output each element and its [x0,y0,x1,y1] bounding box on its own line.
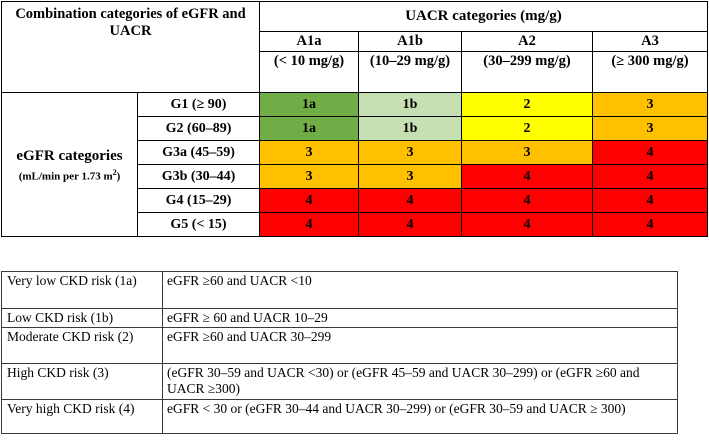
grid-cell: 3 [461,140,593,165]
legend-risk-2: Moderate CKD risk (2) [1,327,163,364]
grid-cell: 4 [358,188,462,213]
legend-definition-3: (eGFR 30–59 and UACR <30) or (eGFR 45–59… [162,363,678,400]
grid-cell: 4 [259,188,359,213]
grid-cell: 3 [358,164,462,189]
grid-cell: 4 [592,212,708,237]
grid-cell: 4 [592,140,708,165]
grid-cell: 1b [358,116,462,141]
grid-cell: 4 [592,188,708,213]
grid-cell: 4 [259,212,359,237]
row-label-g1: G1 (≥ 90) [137,92,260,117]
legend-risk-1b: Low CKD risk (1b) [1,308,163,328]
grid-cell: 4 [461,164,593,189]
grid-cell: 1a [259,116,359,141]
grid-cell: 3 [592,92,708,117]
risk-legend-table: Very low CKD risk (1a) eGFR ≥60 and UACR… [1,271,678,434]
egfr-unit-text: (mL/min per 1.73 m2) [18,167,121,183]
grid-cell: 3 [259,164,359,189]
grid-cell: 4 [461,188,593,213]
row-label-g3a: G3a (45–59) [137,140,260,165]
grid-cell: 3 [592,116,708,141]
grid-cell: 3 [358,140,462,165]
column-code-a2: A2 [461,31,593,52]
row-label-g2: G2 (60–89) [137,116,260,141]
grid-cell: 4 [358,212,462,237]
row-label-g4: G4 (15–29) [137,188,260,213]
egfr-label-text: eGFR categories [16,147,123,164]
grid-cell: 2 [461,92,593,117]
grid-cell: 3 [259,140,359,165]
row-label-g5: G5 (< 15) [137,212,260,237]
uacr-categories-header: UACR categories (mg/g) [259,1,708,32]
legend-risk-3: High CKD risk (3) [1,363,163,400]
egfr-categories-label: eGFR categories (mL/min per 1.73 m2) [1,92,138,237]
legend-definition-2: eGFR ≥60 and UACR 30–299 [162,327,678,364]
legend-definition-1b: eGFR ≥ 60 and UACR 10–29 [162,308,678,328]
grid-cell: 1b [358,92,462,117]
column-code-a1a: A1a [259,31,359,52]
column-range-a3: (≥ 300 mg/g) [592,51,708,93]
grid-cell: 2 [461,116,593,141]
column-range-a2: (30–299 mg/g) [461,51,593,93]
legend-definition-1a: eGFR ≥60 and UACR <10 [162,271,678,309]
legend-risk-4: Very high CKD risk (4) [1,399,163,434]
column-range-a1b: (10–29 mg/g) [358,51,462,93]
eGFR-UACR-grid-table: Combination categories of eGFR and UACR … [1,1,708,237]
row-label-g3b: G3b (30–44) [137,164,260,189]
combination-header: Combination categories of eGFR and UACR [1,1,260,93]
grid-cell: 4 [592,164,708,189]
grid-cell: 4 [461,212,593,237]
column-range-a1a: (< 10 mg/g) [259,51,359,93]
grid-cell: 1a [259,92,359,117]
column-code-a1b: A1b [358,31,462,52]
legend-risk-1a: Very low CKD risk (1a) [1,271,163,309]
column-code-a3: A3 [592,31,708,52]
legend-definition-4: eGFR < 30 or (eGFR 30–44 and UACR 30–299… [162,399,678,434]
